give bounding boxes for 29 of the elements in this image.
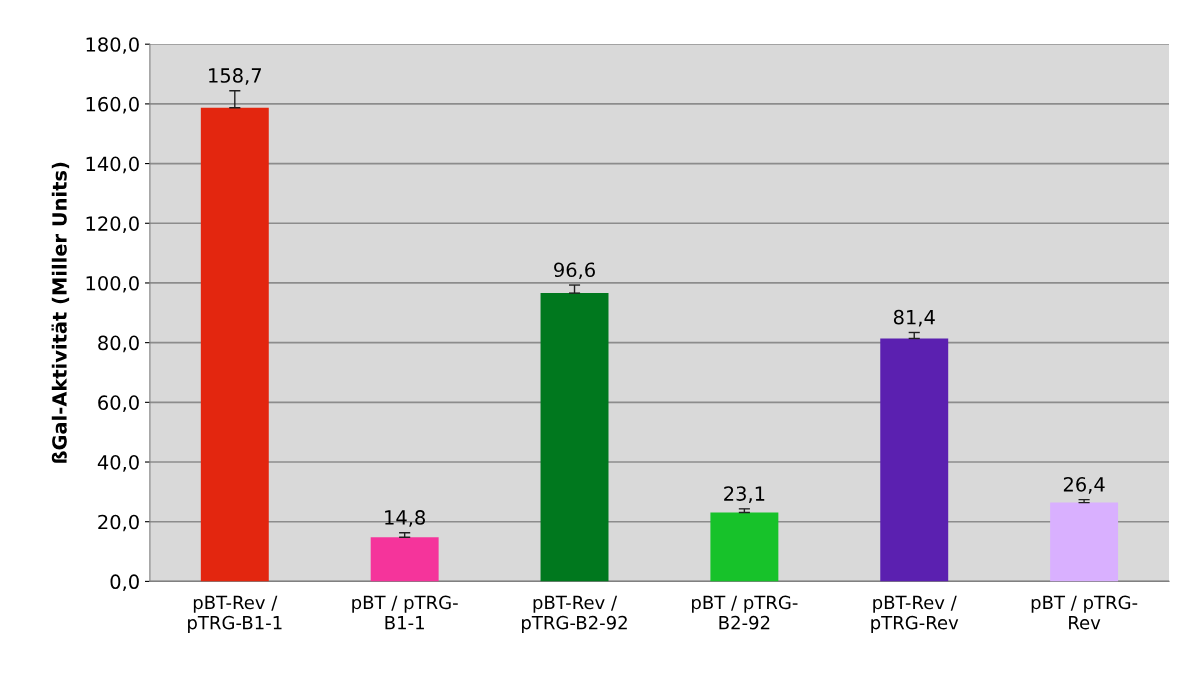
- x-tick-label: pBT-Rev / pTRG-Rev: [871, 595, 959, 633]
- bar: [370, 537, 439, 582]
- y-tick-label: 0,0: [110, 574, 139, 592]
- y-tick-label: 120,0: [86, 216, 139, 233]
- y-tick-label: 60,0: [98, 395, 139, 412]
- data-label: 81,4: [893, 309, 935, 327]
- y-tick-label: 100,0: [86, 275, 139, 293]
- y-tick-label: 140,0: [86, 156, 139, 174]
- x-tick-label: pBT / pTRG- Rev: [1031, 595, 1138, 630]
- data-label: 158,7: [209, 68, 261, 85]
- x-tick-label: pBT-Rev / pTRG-B1-1: [188, 595, 282, 633]
- bar: [710, 512, 779, 582]
- data-label: 96,6: [554, 262, 595, 280]
- y-tick-label: 180,0: [86, 37, 139, 54]
- y-tick-label: 160,0: [86, 96, 139, 114]
- x-tick-label: pBT / pTRG- B2-92: [692, 595, 798, 630]
- x-tick-label: pBT / pTRG- B1-1: [352, 595, 458, 630]
- x-tick-label: pBT-Rev / pTRG-B2-92: [522, 595, 627, 633]
- y-tick-label: 20,0: [98, 514, 139, 532]
- y-tick-label: 40,0: [97, 454, 139, 472]
- y-tick-label: 80,0: [98, 335, 139, 353]
- data-label: 14,8: [385, 510, 425, 527]
- bar: [880, 338, 949, 582]
- data-label: 26,4: [1063, 476, 1105, 494]
- data-label: 23,1: [724, 486, 765, 503]
- bar: [1050, 502, 1119, 582]
- bar: [540, 293, 609, 582]
- y-axis-title: ßGal-Aktivität (Miller Units): [51, 162, 70, 463]
- bar: [200, 107, 269, 582]
